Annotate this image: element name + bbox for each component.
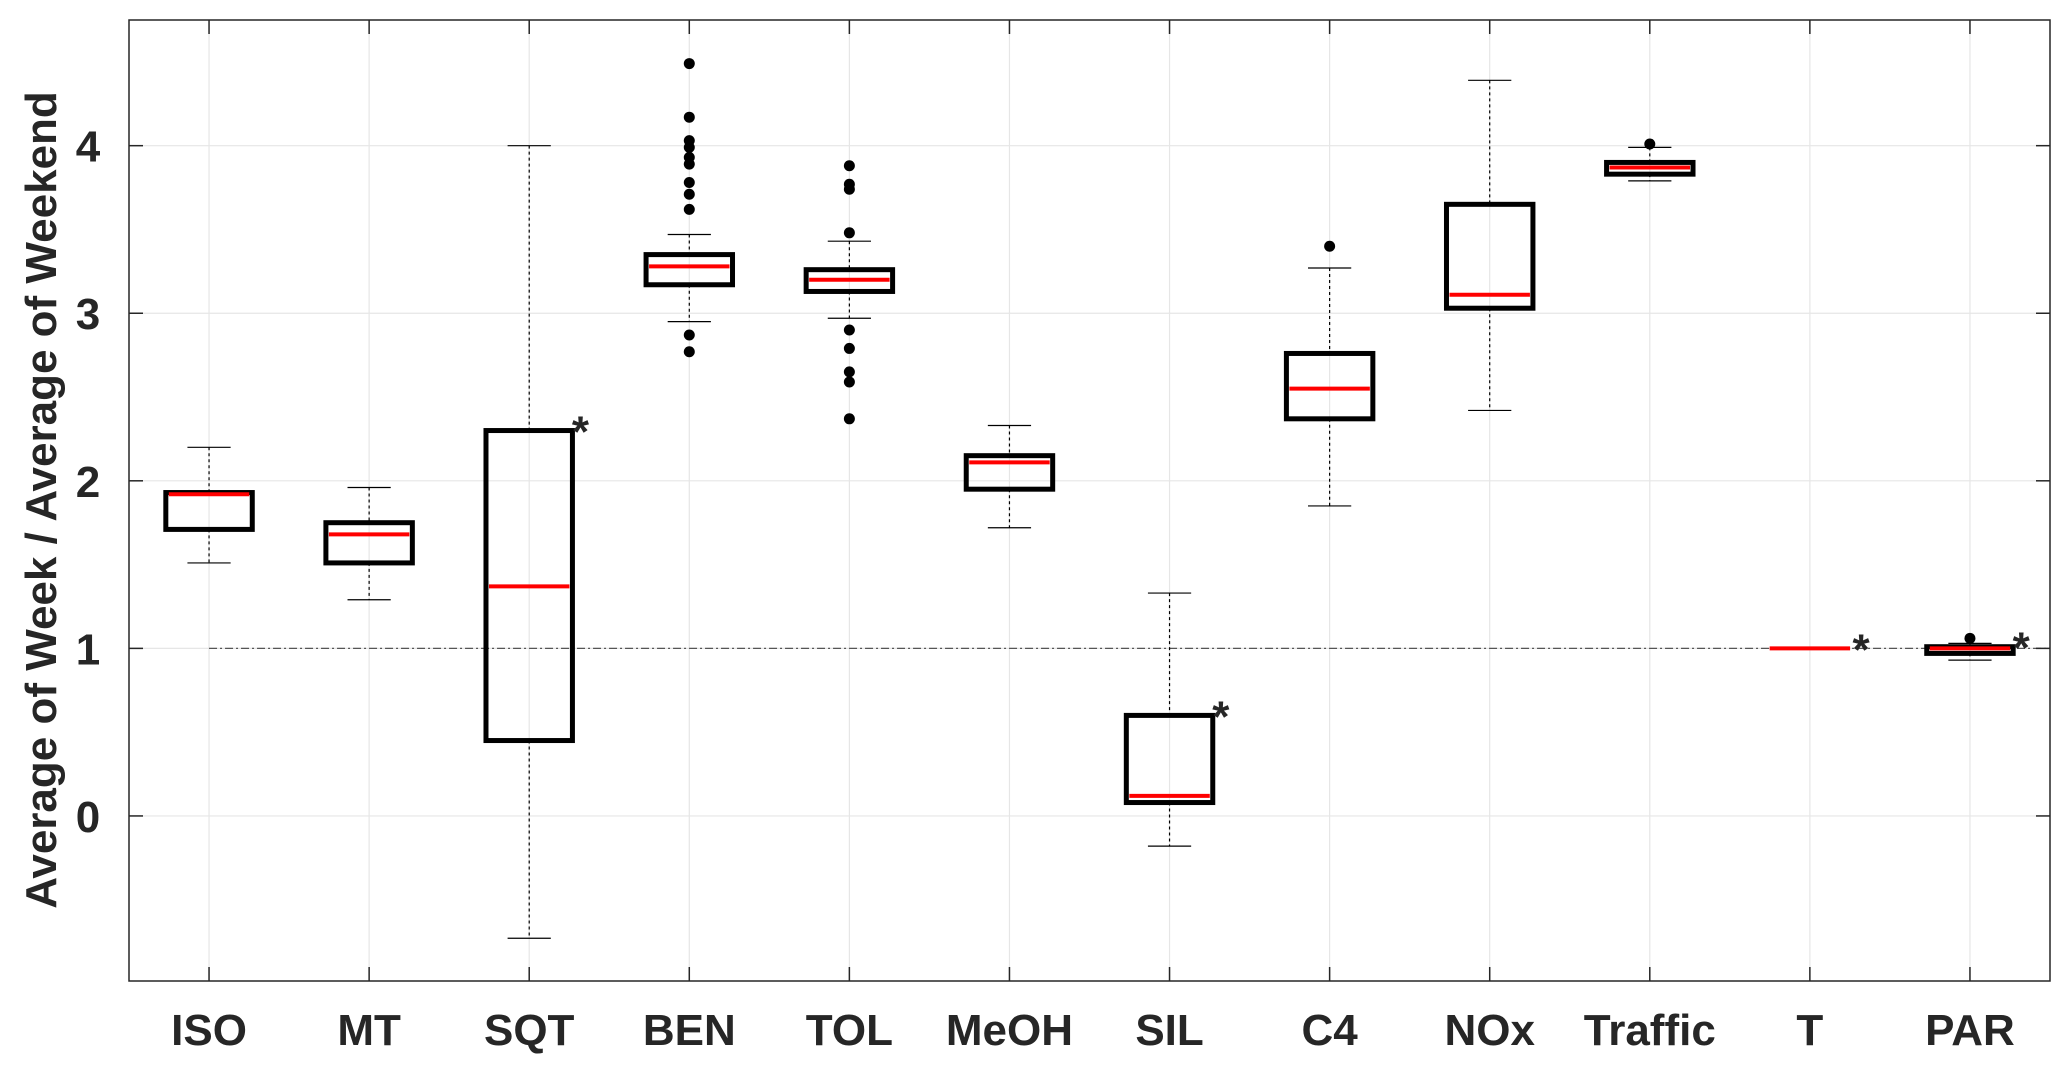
outlier-point	[843, 183, 855, 195]
outlier-point	[1644, 138, 1656, 150]
y-tick-label: 3	[76, 290, 100, 339]
outlier-point	[843, 324, 855, 336]
x-tick-label: MeOH	[946, 1006, 1073, 1055]
box-SQT	[483, 428, 575, 744]
outlier-point	[683, 141, 695, 153]
x-tick-label: SIL	[1135, 1006, 1203, 1055]
x-tick-label: TOL	[806, 1006, 893, 1055]
outlier-point	[843, 376, 855, 388]
x-tick-label: NOx	[1444, 1006, 1535, 1055]
y-tick-label: 4	[76, 123, 101, 172]
box-C4	[1283, 350, 1376, 422]
y-tick-label: 2	[76, 458, 100, 507]
outlier-point	[843, 413, 855, 425]
outlier-point	[843, 227, 855, 239]
x-tick-label: PAR	[1925, 1006, 2015, 1055]
grid-lines	[129, 20, 2050, 981]
outlier-point	[843, 160, 855, 172]
significance-star: *	[2013, 624, 2031, 673]
significance-star: *	[1212, 692, 1230, 741]
significance-star: *	[1853, 625, 1871, 674]
plot-frame	[128, 19, 2051, 982]
outlier-point	[1324, 240, 1336, 252]
box-Traffic	[1604, 159, 1696, 177]
outlier-point	[683, 329, 695, 341]
axes: ISO MT SQT BEN TOL MeOH SIL C4 NOx Traffic T PAR 0 1 2…	[76, 20, 2050, 1055]
box-BEN	[643, 252, 736, 288]
boxes: * * * *	[163, 58, 2031, 939]
x-tick-label: C4	[1302, 1006, 1359, 1055]
box-MeOH	[963, 453, 1056, 492]
box-SIL	[1123, 712, 1216, 806]
significance-star: *	[572, 408, 590, 457]
outlier-point	[683, 203, 695, 215]
x-tick-label: SQT	[484, 1006, 575, 1055]
outlier-point	[683, 188, 695, 200]
x-tick-label: MT	[337, 1006, 401, 1055]
box-NOx	[1443, 201, 1536, 311]
outlier-point	[1964, 632, 1976, 644]
outlier-point	[683, 346, 695, 358]
y-tick-label: 0	[76, 793, 100, 842]
x-tick-label: BEN	[643, 1006, 736, 1055]
y-axis-label: Average of Week / Average of Weekend	[17, 91, 66, 909]
outlier-point	[683, 158, 695, 170]
x-tick-label: Traffic	[1584, 1006, 1716, 1055]
box-TOL	[803, 267, 896, 294]
outlier-point	[843, 366, 855, 378]
box-MT	[323, 520, 415, 566]
outlier-point	[683, 177, 695, 189]
outlier-point	[683, 111, 695, 123]
y-tick-label: 1	[76, 625, 100, 674]
outlier-point	[843, 342, 855, 354]
x-tick-label: T	[1796, 1006, 1823, 1055]
outlier-point	[683, 58, 695, 70]
x-tick-label: ISO	[171, 1006, 247, 1055]
